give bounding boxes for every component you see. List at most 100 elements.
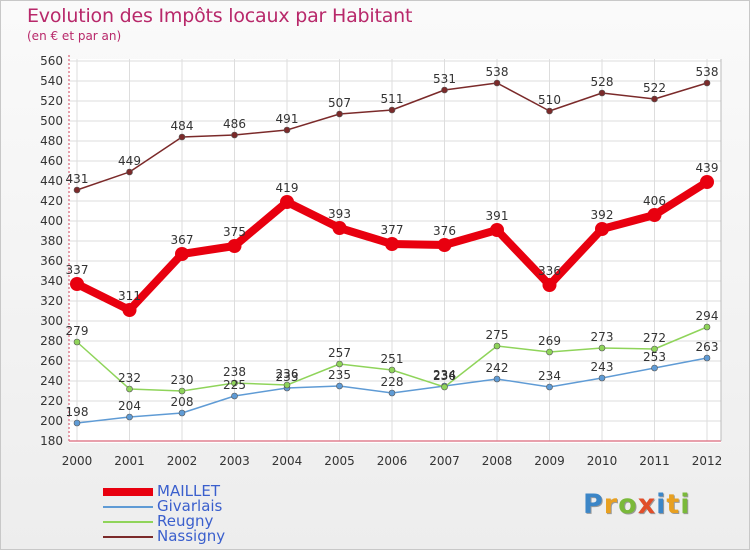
data-point-maillet <box>595 222 609 236</box>
legend: MAILLET Givarlais Reugny Nassigny <box>103 484 225 544</box>
legend-label-reugny: Reugny <box>157 512 214 530</box>
data-label-nassigny: 486 <box>223 117 246 131</box>
y-tick-label: 520 <box>40 94 63 108</box>
y-tick-label: 340 <box>40 274 63 288</box>
data-point-reugny <box>388 366 396 374</box>
data-point-reugny <box>546 348 553 356</box>
y-tick-label: 240 <box>40 374 63 388</box>
x-tick-label: 2006 <box>377 454 408 468</box>
y-tick-label: 360 <box>40 254 63 268</box>
data-label-nassigny: 522 <box>643 81 666 95</box>
data-point-givarlais <box>546 383 553 391</box>
data-label-maillet: 367 <box>171 233 194 247</box>
data-label-nassigny: 511 <box>381 92 404 106</box>
legend-item-nassigny: Nassigny <box>103 529 225 544</box>
legend-item-reugny: Reugny <box>103 514 225 529</box>
x-tick-label: 2002 <box>167 454 198 468</box>
data-point-maillet <box>227 239 242 253</box>
data-point-reugny <box>441 383 448 391</box>
data-label-nassigny: 431 <box>66 172 89 186</box>
data-label-maillet: 376 <box>433 224 456 238</box>
data-point-nassigny <box>703 79 711 87</box>
data-label-givarlais: 234 <box>538 369 561 383</box>
data-label-reugny: 236 <box>433 369 456 383</box>
data-point-givarlais <box>651 364 658 372</box>
y-tick-label: 200 <box>40 414 63 428</box>
data-point-maillet <box>332 221 347 235</box>
data-point-maillet <box>437 238 452 252</box>
data-point-nassigny <box>231 131 238 139</box>
data-label-givarlais: 235 <box>328 368 351 382</box>
data-label-reugny: 273 <box>591 330 614 344</box>
data-point-reugny <box>126 385 133 393</box>
data-point-nassigny <box>178 133 186 141</box>
data-label-maillet: 393 <box>328 207 351 221</box>
data-label-maillet: 392 <box>591 208 614 222</box>
data-point-nassigny <box>651 95 658 103</box>
legend-swatch-maillet <box>103 487 153 496</box>
x-tick-label: 2004 <box>272 454 303 468</box>
data-label-reugny: 251 <box>381 352 404 366</box>
data-label-reugny: 232 <box>118 371 141 385</box>
x-tick-label: 2010 <box>587 454 618 468</box>
data-point-nassigny <box>441 86 448 94</box>
chart-title: Evolution des Impôts locaux par Habitant <box>27 5 413 27</box>
data-label-givarlais: 225 <box>223 378 246 392</box>
x-tick-label: 2008 <box>482 454 513 468</box>
data-point-maillet <box>700 175 714 189</box>
data-label-givarlais: 233 <box>276 370 299 384</box>
legend-item-maillet: MAILLET <box>103 484 225 499</box>
data-label-maillet: 406 <box>643 194 666 208</box>
legend-label-maillet: MAILLET <box>157 482 220 500</box>
data-point-nassigny <box>388 106 396 114</box>
data-label-nassigny: 449 <box>118 154 141 168</box>
data-label-givarlais: 208 <box>171 395 194 409</box>
data-point-maillet <box>542 278 557 292</box>
y-tick-label: 260 <box>40 354 63 368</box>
data-point-reugny <box>336 360 343 368</box>
data-point-reugny <box>231 379 238 387</box>
data-label-reugny: 257 <box>328 346 351 360</box>
data-point-nassigny <box>493 79 501 87</box>
y-tick-label: 540 <box>40 74 63 88</box>
data-point-reugny <box>598 344 606 352</box>
data-label-reugny: 294 <box>696 309 719 323</box>
data-label-maillet: 336 <box>538 264 561 278</box>
y-tick-label: 480 <box>40 134 63 148</box>
data-point-maillet <box>385 237 399 251</box>
legend-label-givarlais: Givarlais <box>157 497 223 515</box>
data-point-maillet <box>70 277 84 291</box>
data-label-reugny: 230 <box>171 373 194 387</box>
data-label-maillet: 377 <box>381 223 404 237</box>
data-label-nassigny: 507 <box>328 96 351 110</box>
data-label-reugny: 269 <box>538 334 561 348</box>
data-label-reugny: 279 <box>66 324 89 338</box>
data-label-reugny: 275 <box>486 328 509 342</box>
x-tick-label: 2000 <box>62 454 93 468</box>
chart-subtitle: (en € et par an) <box>27 29 122 43</box>
y-tick-label: 560 <box>40 54 63 68</box>
proxiti-logo: Proxiti <box>583 489 691 520</box>
y-tick-label: 500 <box>40 114 63 128</box>
data-point-reugny <box>178 387 186 395</box>
data-label-givarlais: 228 <box>381 375 404 389</box>
y-tick-label: 420 <box>40 194 63 208</box>
data-label-nassigny: 538 <box>486 65 509 79</box>
data-label-reugny: 238 <box>223 365 246 379</box>
data-point-reugny <box>73 338 81 346</box>
y-tick-label: 180 <box>40 434 63 448</box>
data-point-reugny <box>703 323 711 331</box>
data-label-givarlais: 198 <box>66 405 89 419</box>
data-point-maillet <box>175 247 189 261</box>
data-point-nassigny <box>126 168 133 176</box>
data-label-nassigny: 528 <box>591 75 614 89</box>
data-point-nassigny <box>73 186 81 194</box>
data-point-givarlais <box>388 389 396 397</box>
data-point-givarlais <box>73 419 81 427</box>
data-label-reugny: 272 <box>643 331 666 345</box>
data-label-nassigny: 538 <box>696 65 719 79</box>
data-label-maillet: 439 <box>696 161 719 175</box>
data-point-givarlais <box>336 382 343 390</box>
